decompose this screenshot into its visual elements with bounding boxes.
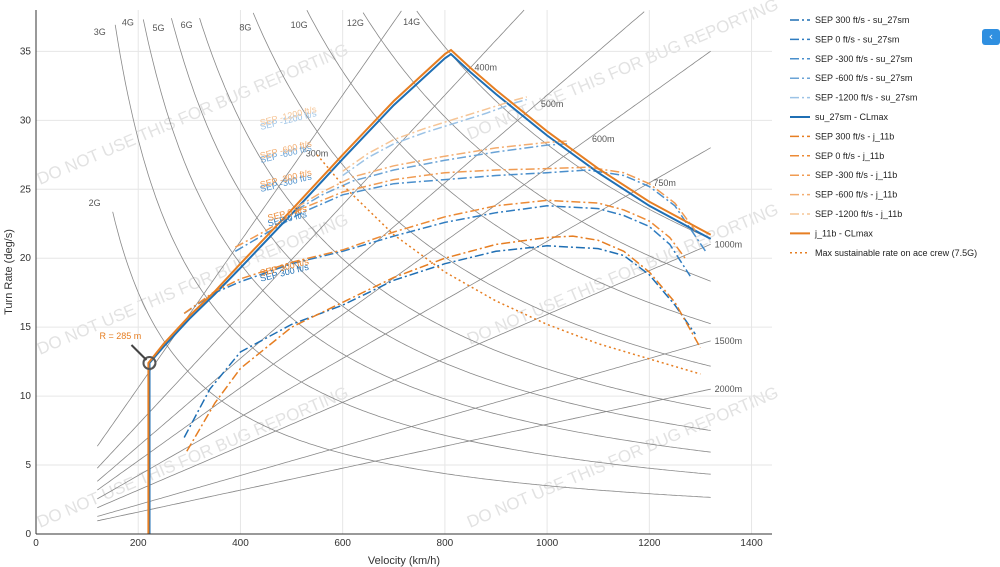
g-line-label: 2G — [89, 198, 101, 208]
legend-item-label: SEP -300 ft/s - j_11b — [815, 170, 897, 180]
legend-item-label: SEP -600 ft/s - su_27sm — [815, 73, 912, 83]
series-line — [183, 205, 691, 315]
x-tick-label: 1400 — [740, 538, 763, 549]
y-tick-label: 35 — [20, 46, 32, 57]
series-layer — [147, 48, 712, 534]
radius-line — [97, 9, 525, 469]
annotation-label: R = 285 m — [99, 331, 141, 341]
radius-line — [97, 340, 711, 517]
g-line-label: 8G — [239, 22, 251, 32]
x-tick-label: 0 — [33, 538, 39, 549]
x-axis-title: Velocity (km/h) — [368, 555, 440, 567]
radius-line-label: 1500m — [715, 336, 743, 346]
g-line — [199, 17, 711, 410]
series-line — [234, 166, 696, 248]
g-line-label: 10G — [291, 20, 308, 30]
x-tick-label: 200 — [130, 538, 147, 549]
y-tick-label: 15 — [20, 322, 32, 333]
y-tick-label: 30 — [20, 115, 32, 126]
g-line-label: 5G — [153, 23, 165, 33]
x-tick-label: 1200 — [638, 538, 661, 549]
series-line — [183, 245, 696, 438]
radius-line-label: 500m — [541, 99, 564, 109]
watermark-layer: DO NOT USE THIS FOR BUG REPORTING DO NOT … — [34, 0, 781, 532]
series-line — [296, 143, 568, 211]
radius-line-label: 2000m — [715, 384, 743, 394]
g-line-label: 4G — [122, 17, 134, 27]
g-line — [362, 12, 711, 282]
y-tick-label: 0 — [25, 529, 31, 540]
g-line — [252, 12, 711, 367]
legend-item-label: SEP -1200 ft/s - j_11b — [815, 209, 902, 219]
g-line-label: 6G — [181, 20, 193, 30]
x-tick-label: 800 — [437, 538, 454, 549]
radius-line — [97, 388, 711, 522]
series-line — [148, 52, 712, 534]
series-line — [296, 140, 568, 208]
y-tick-label: 5 — [25, 460, 31, 471]
legend-item-label: SEP 0 ft/s - j_11b — [815, 151, 884, 161]
legend-item-label: SEP 300 ft/s - su_27sm — [815, 15, 909, 25]
legend-item-label: Max sustainable rate on ace crew (7.5G) — [815, 248, 977, 258]
series-line — [147, 48, 712, 534]
legend-item-label: j_11b - CLmax — [814, 228, 873, 238]
series-line — [186, 235, 702, 452]
annotation-marker — [142, 356, 157, 371]
watermark-text: DO NOT USE THIS FOR BUG REPORTING — [464, 0, 781, 144]
legend-item-label: SEP -1200 ft/s - su_27sm — [815, 93, 917, 103]
legend-collapse-button[interactable]: ‹ — [982, 29, 1000, 45]
radius-line — [97, 11, 645, 482]
series-line — [234, 169, 707, 252]
g-line — [306, 10, 711, 325]
g-line — [112, 211, 711, 498]
legend[interactable]: SEP 300 ft/s - su_27sm SEP 0 ft/s - su_27… — [790, 15, 977, 258]
radius-line — [97, 243, 711, 509]
g-line-label: 14G — [403, 17, 420, 27]
legend-item-label: SEP -600 ft/s - j_11b — [815, 190, 897, 200]
g-line — [171, 18, 711, 431]
y-tick-label: 20 — [20, 253, 32, 264]
g-line-label: 12G — [347, 18, 364, 28]
legend-item-label: SEP -300 ft/s - su_27sm — [815, 54, 912, 64]
watermark-text: DO NOT USE THIS FOR BUG REPORTING — [464, 383, 781, 532]
radius-line-label: 300m — [306, 149, 329, 159]
y-tick-label: 25 — [20, 184, 32, 195]
radius-line-label: 600m — [592, 134, 615, 144]
g-line — [114, 24, 711, 475]
radius-line-label: 400m — [474, 63, 497, 73]
x-tick-label: 1000 — [536, 538, 559, 549]
g-line — [142, 19, 711, 453]
series-line — [342, 98, 527, 177]
y-axis-title: Turn Rate (deg/s) — [3, 229, 15, 315]
radius-line-label: 750m — [653, 178, 676, 188]
radius-line — [97, 50, 711, 491]
axes: 0 200 400 600 800 1000 1200 1400 0 5 10 15 20 25 30 35 V… — [3, 10, 772, 567]
annotation-arrow — [130, 344, 148, 361]
radius-line-label: 1000m — [715, 239, 743, 249]
x-tick-label: 400 — [232, 538, 249, 549]
g-line-label: 3G — [94, 27, 106, 37]
y-tick-label: 10 — [20, 391, 32, 402]
legend-item-label: SEP 0 ft/s - su_27sm — [815, 34, 899, 44]
watermark-text: DO NOT USE THIS FOR BUG REPORTING — [34, 210, 351, 359]
legend-item-label: su_27sm - CLmax — [815, 112, 889, 122]
watermark-text: DO NOT USE THIS FOR BUG REPORTING — [464, 200, 781, 349]
legend-item-label: SEP 300 ft/s - j_11b — [815, 131, 894, 141]
series-line — [183, 199, 686, 315]
x-tick-label: 600 — [334, 538, 351, 549]
